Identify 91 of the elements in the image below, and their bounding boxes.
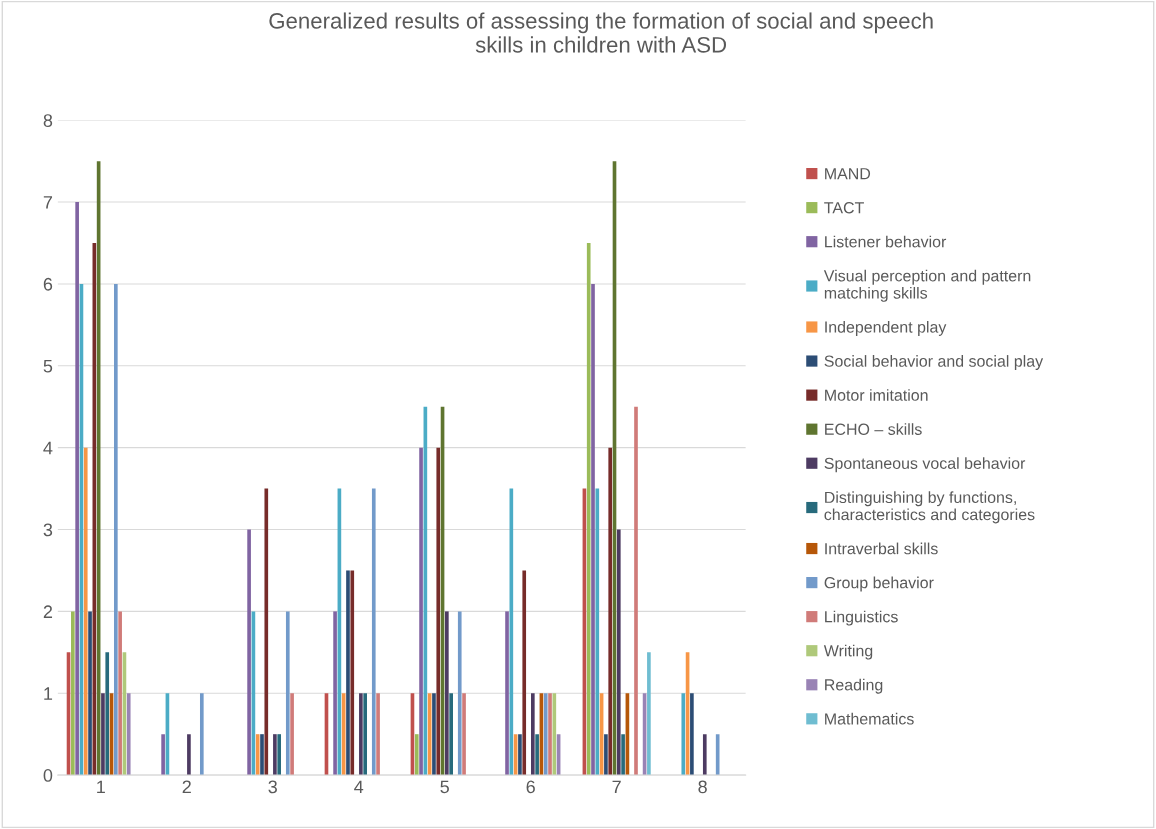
bar [591,283,595,776]
bar [543,693,548,776]
y-tick-label: 3 [43,523,53,537]
bar [199,693,204,776]
y-tick-label: 6 [43,277,53,291]
bar [518,734,522,776]
bar [608,447,613,776]
x-tick-label: 7 [612,780,621,794]
bar [531,693,535,776]
bar [118,611,122,776]
bar [83,447,88,776]
bar [247,529,251,776]
bar [690,693,694,776]
bar [522,570,527,776]
bar [371,488,376,776]
y-tick-label: 1 [44,687,53,700]
x-tick-label: 5 [440,780,449,794]
bar [363,693,367,776]
bar [376,693,380,776]
bar [604,734,608,776]
bar [552,693,557,776]
legend-label: Mathematics [825,712,914,725]
legend-label: Listener behavior [825,235,947,248]
bar [341,693,346,776]
chart-title: Generalized results of assessing the formation of social and speech skills in children with ASD [269,12,933,53]
bar [114,283,118,776]
bar [260,734,264,776]
bar [621,734,625,776]
bar [535,734,539,776]
bar [285,611,290,776]
bar [634,406,638,776]
bar [505,611,509,776]
legend-label: Intraverbal skills [825,542,938,555]
y-tick-label: 8 [43,114,53,127]
legend-label: Motor imitation [825,389,928,401]
bar [277,734,282,776]
bar [702,734,707,776]
bar [350,570,355,776]
bar [126,693,131,776]
bar [414,734,419,776]
bar [346,570,350,776]
legend-label: Writing [823,644,873,660]
bar [255,734,260,776]
bar [161,734,165,776]
bar [101,693,105,776]
legend-label: Independent play [825,321,947,336]
bar [715,734,720,776]
y-tick-label: 2 [43,605,53,618]
bar [616,529,621,776]
bar [681,693,686,776]
y-tick-label: 0 [43,769,53,782]
x-tick-label: 1 [97,780,105,794]
bar [273,734,277,776]
legend-label: Distinguishing by functions, characteristics and categories [824,491,1035,524]
bar [647,652,651,776]
x-tick-label: 8 [698,780,707,794]
bar [432,693,436,776]
bar [548,693,552,776]
x-tick-label: 4 [354,780,364,794]
legend-label: MAND [825,168,871,180]
legend-label: Visual perception and pattern matching skills [823,269,1031,302]
bar [586,243,591,776]
bar [462,693,466,776]
legend-label: Group behavior [824,576,934,592]
bar [436,447,441,776]
bar [105,652,110,776]
bar [595,488,600,776]
bar [359,693,363,776]
bar [445,611,449,776]
legend-label: Social behavior and social play [824,355,1044,370]
bar [457,611,462,776]
bar [449,693,453,776]
legend-label: Linguistics [825,610,898,626]
bar [419,447,423,776]
bar [290,693,294,776]
bar [75,202,79,776]
legend-label: TACT [824,202,864,214]
legend-label: Reading [825,678,883,694]
y-tick-label: 5 [43,359,53,373]
y-tick-label: 7 [43,196,53,209]
legend-label: Spontaneous vocal behavior [824,457,1026,473]
x-tick-label: 3 [268,780,277,794]
legend-label: ECHO – skills [825,423,922,435]
bar [333,611,337,776]
x-tick-label: 6 [526,780,535,794]
y-tick-label: 4 [43,441,53,455]
x-tick-label: 2 [182,780,191,794]
bar [264,488,269,776]
bar [71,611,75,776]
bar [187,734,191,776]
bar [88,611,92,776]
